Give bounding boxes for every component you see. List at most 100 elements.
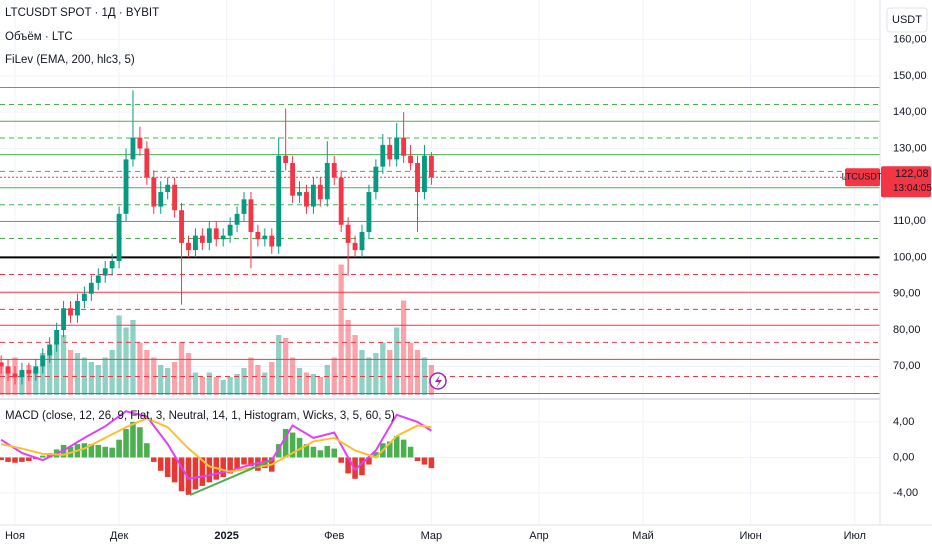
volume-bar: [345, 320, 351, 395]
candle-body: [172, 184, 178, 211]
candle-body: [276, 155, 282, 247]
alert-icon[interactable]: [429, 372, 447, 390]
volume-bar: [165, 368, 171, 395]
histogram-bar: [12, 457, 18, 463]
volume-bar: [0, 362, 4, 395]
histogram-bar: [331, 448, 338, 458]
candle-body: [366, 192, 372, 232]
histogram-bar: [46, 453, 53, 458]
histogram-bar: [39, 455, 46, 458]
histogram-bar: [248, 457, 254, 467]
candle-body: [408, 155, 414, 164]
histogram-bar: [296, 437, 303, 458]
candle-body: [75, 300, 80, 316]
candle-body: [338, 177, 344, 225]
macd-line: [0, 417, 432, 473]
candle-body: [5, 366, 11, 374]
histogram-bar: [26, 457, 32, 461]
candle-body: [387, 144, 393, 160]
currency-button[interactable]: [886, 7, 928, 33]
candle-body: [109, 261, 115, 269]
symbol-badge: LTCUSDT: [842, 172, 883, 182]
histogram-bar: [19, 457, 25, 462]
candle-body: [144, 148, 150, 178]
countdown: 13:04:05: [893, 183, 932, 194]
histogram-bar: [317, 450, 324, 458]
volume-bar: [74, 353, 81, 395]
histogram-bar: [324, 445, 331, 458]
y-tick-label: 130,00: [893, 142, 927, 154]
macd-line: [0, 410, 432, 480]
last-price-label: 122,08: [895, 168, 929, 180]
candle-body: [206, 228, 212, 243]
histogram-bar: [137, 427, 143, 458]
candle-body: [297, 192, 302, 196]
volume-bar: [276, 335, 282, 395]
y-tick-label: 90,00: [893, 288, 921, 300]
histogram-bar: [151, 457, 157, 462]
volume-bar: [324, 365, 330, 395]
histogram-bar: [130, 421, 136, 458]
volume-bar: [248, 357, 254, 395]
candle-body: [324, 163, 330, 200]
histogram-bar: [88, 444, 95, 458]
candle-body: [81, 293, 87, 301]
histogram-bar: [345, 457, 351, 474]
volume-bar: [310, 374, 317, 395]
candle-body: [19, 369, 25, 378]
volume-bar: [303, 372, 310, 395]
histogram-bar: [81, 443, 88, 458]
candle-body: [68, 308, 73, 316]
y-tick-label: 150,00: [893, 70, 927, 82]
candle-body: [213, 228, 219, 240]
histogram-bar: [171, 457, 178, 483]
histogram-bar: [227, 457, 233, 474]
indicator-legend: FiLev (EMA, 200, hlc3, 5): [5, 54, 135, 66]
volume-bar: [40, 353, 46, 395]
candle-body: [304, 192, 309, 207]
volume-bar: [67, 350, 74, 395]
x-tick-label: Ноя: [5, 530, 25, 542]
histogram-bar: [400, 439, 407, 458]
volume-bar: [283, 338, 289, 395]
candle-body: [290, 163, 296, 196]
candle-body: [123, 159, 129, 214]
candle-body: [227, 224, 233, 236]
volume-bar: [366, 357, 372, 395]
volume-bar: [255, 365, 261, 395]
candle-body: [241, 199, 247, 214]
volume-bar: [178, 342, 185, 395]
histogram-bar: [5, 457, 11, 462]
histogram-bar: [282, 429, 289, 458]
candle-body: [193, 235, 198, 251]
x-tick-label: Май: [632, 530, 654, 542]
histogram-bar: [164, 457, 171, 477]
histogram-bar: [421, 457, 428, 465]
candle-body: [95, 275, 101, 283]
volume-bar: [192, 372, 199, 395]
candle-body: [248, 199, 254, 232]
candle-body: [186, 242, 191, 251]
volume-bar: [199, 377, 206, 395]
histogram-bar: [157, 457, 164, 471]
volume-bar: [60, 335, 67, 395]
volume-legend: Объём · LTC: [5, 31, 73, 43]
volume-bar: [269, 362, 275, 395]
candle-body: [199, 235, 205, 243]
candle-body: [88, 282, 94, 294]
y-tick-label: 100,00: [893, 251, 927, 263]
y-tick-label: -4,00: [893, 487, 918, 499]
histogram-bar: [303, 444, 310, 458]
candle-body: [401, 137, 407, 156]
candle-body: [310, 184, 316, 207]
candle-body: [352, 242, 358, 251]
volume-bar: [116, 315, 122, 395]
currency[interactable]: USDT: [892, 14, 922, 26]
macd-legend: MACD (close, 12, 26, 9, Flat, 3, Neutral…: [5, 410, 395, 422]
candle-body: [61, 308, 66, 331]
volume-bar: [414, 350, 421, 395]
candle-body: [359, 231, 365, 251]
histogram-bar: [185, 457, 192, 495]
